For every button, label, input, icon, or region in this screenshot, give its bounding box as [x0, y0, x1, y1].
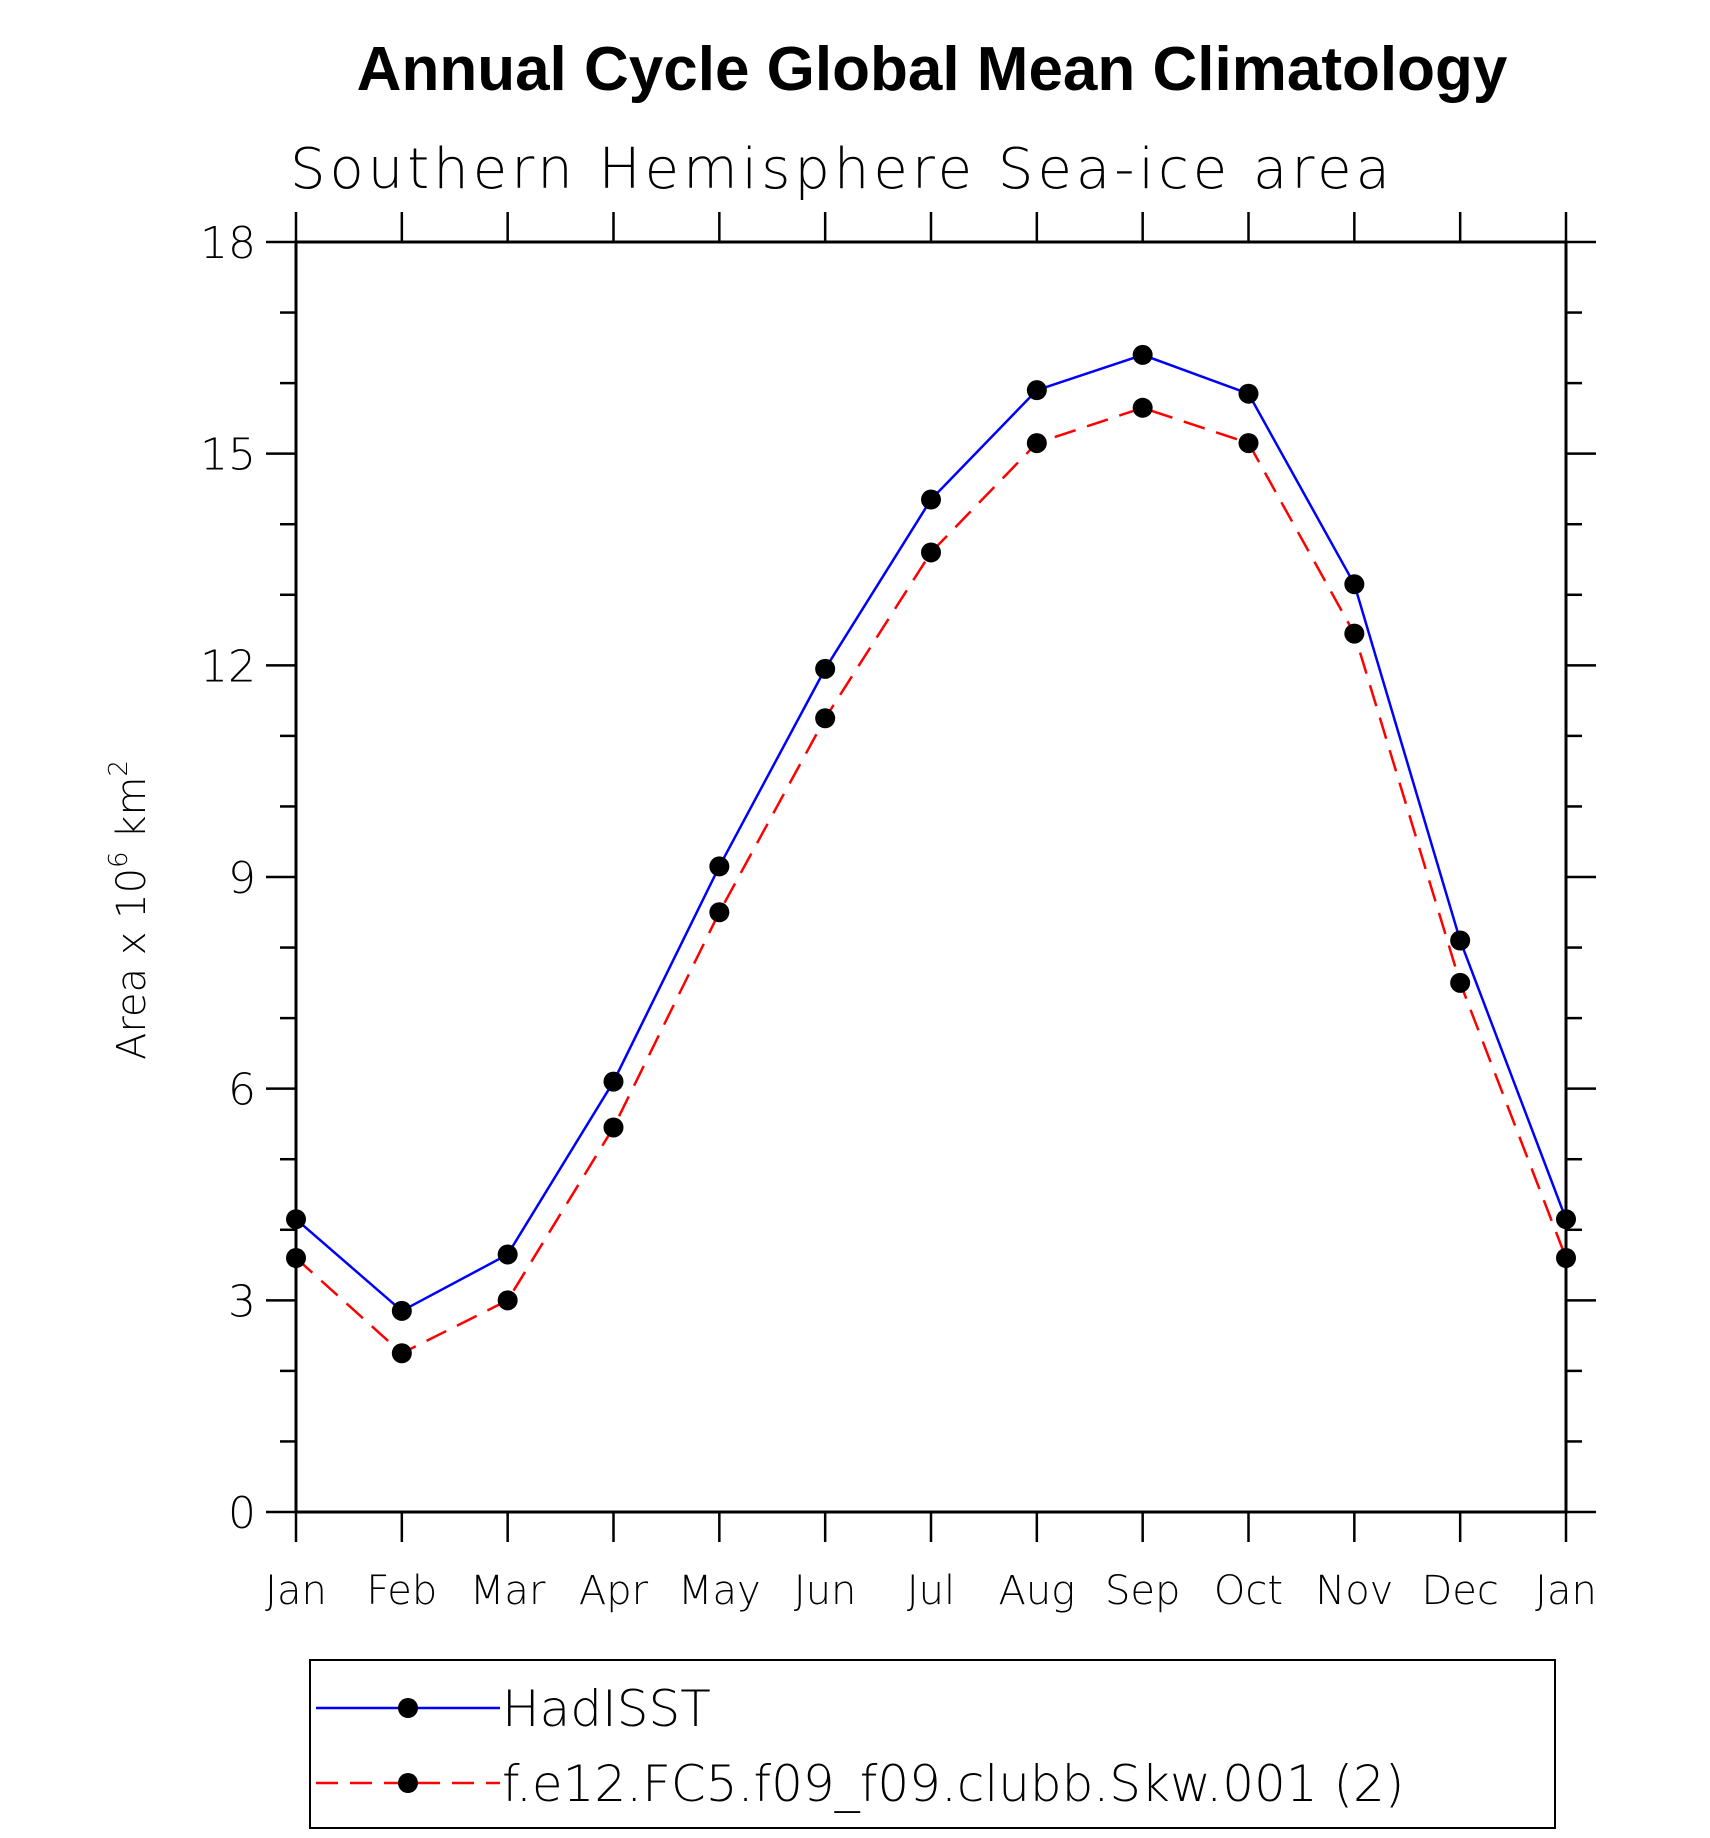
- x-tick-label: Jun: [794, 1568, 857, 1614]
- data-point: [1238, 433, 1259, 454]
- legend-marker-1: [398, 1773, 418, 1793]
- y-tick-label: 0: [228, 1488, 256, 1539]
- x-tick-label: Feb: [366, 1568, 437, 1614]
- data-point: [603, 1117, 624, 1138]
- data-point: [1344, 623, 1365, 644]
- svg-text:Area x 106 km2: Area x 106 km2: [104, 760, 155, 1060]
- data-point: [1132, 344, 1153, 365]
- data-point: [286, 1209, 306, 1230]
- data-point: [1556, 1209, 1576, 1230]
- x-tick-label: May: [678, 1568, 761, 1614]
- x-tick-label: Jul: [907, 1568, 955, 1614]
- y-tick-label: 9: [228, 853, 256, 904]
- data-point: [603, 1071, 624, 1092]
- data-point: [1450, 972, 1471, 993]
- x-tick-label: Aug: [998, 1568, 1075, 1614]
- data-point: [391, 1300, 412, 1321]
- x-tick-label: Mar: [470, 1568, 546, 1614]
- data-point: [497, 1244, 518, 1265]
- y-tick-label: 3: [228, 1276, 256, 1327]
- legend-box: [309, 1659, 1556, 1829]
- data-point: [1344, 574, 1365, 595]
- y-axis-label-exp2: 2: [104, 760, 134, 777]
- chart-subtitle: Southern Hemisphere Sea-ice area: [290, 137, 1394, 202]
- data-point: [815, 708, 836, 729]
- data-point: [1238, 383, 1259, 404]
- data-point: [497, 1290, 518, 1311]
- y-tick-label: 15: [200, 430, 256, 481]
- x-tick-label: Apr: [579, 1568, 649, 1614]
- legend-label-1: f.e12.FC5.f09_f09.clubb.Skw.001 (2): [502, 1755, 1404, 1813]
- x-tick-label: Dec: [1421, 1568, 1498, 1614]
- data-point: [1026, 380, 1047, 401]
- chart-title: Annual Cycle Global Mean Climatology: [357, 35, 1508, 104]
- x-tick-label: Jan: [1535, 1568, 1597, 1614]
- data-point: [391, 1343, 412, 1364]
- data-point: [1026, 433, 1047, 454]
- data-point: [709, 902, 730, 923]
- x-tick-label: Sep: [1105, 1568, 1180, 1614]
- series-markers: [286, 344, 1576, 1364]
- data-point: [921, 542, 941, 563]
- legend: HadISST f.e12.FC5.f09_f09.clubb.Skw.001 (…: [316, 1680, 1404, 1813]
- data-point: [921, 489, 941, 510]
- axis-ticks: 0 3 6 9 12 15 18 Jan Feb Mar Apr May Jun Jul Aug Sep Oct…: [200, 212, 1597, 1614]
- y-axis-label-exp1: 6: [104, 851, 134, 868]
- plot-frame: [294, 240, 1568, 1514]
- y-axis-label-mid: km: [109, 777, 155, 852]
- x-tick-label: Oct: [1214, 1568, 1283, 1614]
- data-point: [1132, 397, 1153, 418]
- y-tick-label: 12: [200, 641, 256, 692]
- data-point: [286, 1248, 306, 1268]
- data-point: [1556, 1248, 1576, 1268]
- data-point: [709, 856, 730, 877]
- y-tick-label: 18: [200, 218, 256, 269]
- y-tick-label: 6: [228, 1065, 256, 1116]
- legend-label-0: HadISST: [502, 1680, 711, 1738]
- legend-marker-0: [398, 1698, 418, 1718]
- data-point: [1450, 930, 1471, 951]
- x-tick-label: Nov: [1315, 1568, 1393, 1614]
- data-point: [815, 658, 836, 679]
- y-axis-label-base: Area x 10: [109, 868, 155, 1060]
- y-axis-label: Area x 106 km2: [104, 760, 155, 1060]
- x-tick-label: Jan: [265, 1568, 327, 1614]
